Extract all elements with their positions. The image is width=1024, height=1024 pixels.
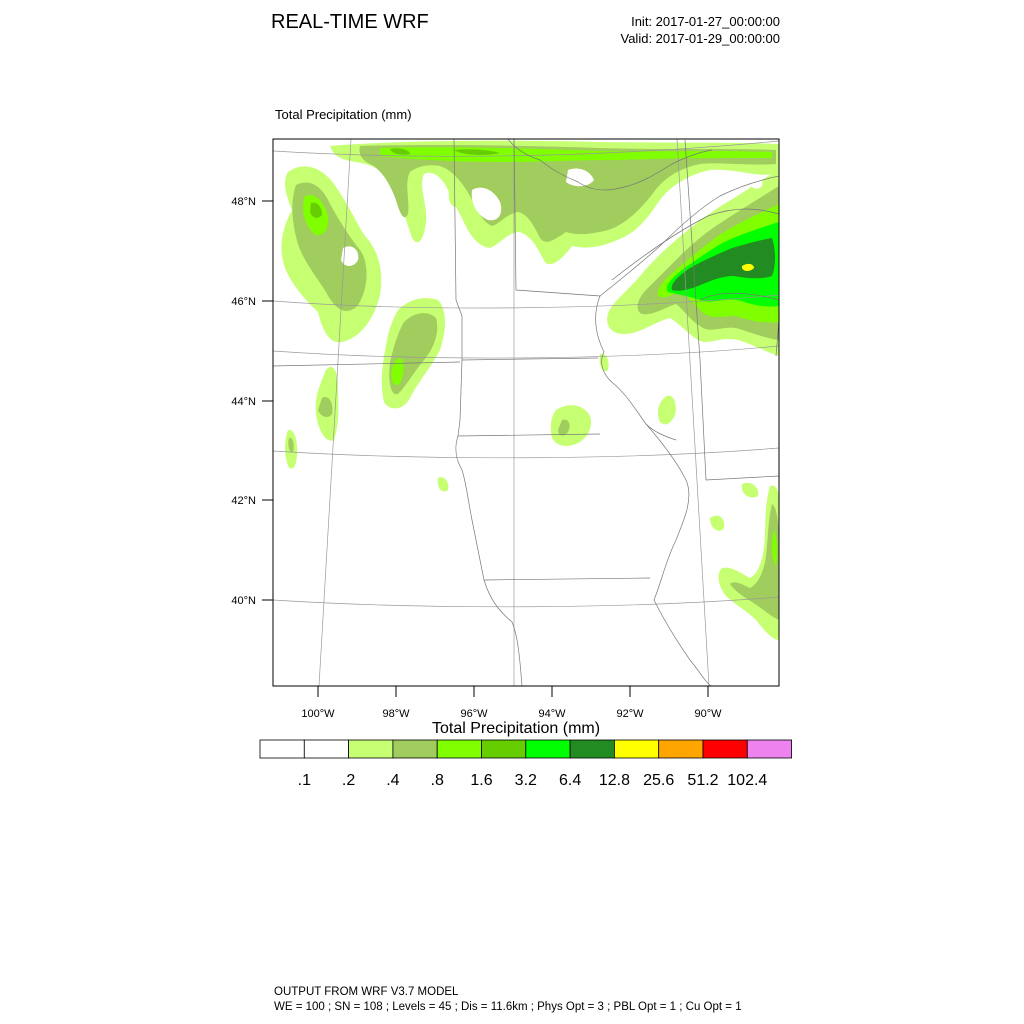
lon-label: 98°W <box>382 708 410 720</box>
lat-label: 40°N <box>231 595 256 607</box>
precip-area <box>730 504 779 620</box>
precip-area <box>454 149 500 155</box>
precip-area <box>390 148 410 155</box>
state-border <box>457 433 601 437</box>
colorbar-label: .1 <box>298 772 311 789</box>
colorbar-label: .4 <box>386 772 399 789</box>
legend-title: Total Precipitation (mm) <box>432 720 601 737</box>
precip-area <box>671 238 775 291</box>
state-border <box>461 357 599 361</box>
lon-ticks <box>317 686 709 697</box>
precip-fields <box>281 140 779 640</box>
state-border <box>599 175 779 297</box>
state-border <box>699 292 779 301</box>
colorbar-label: 25.6 <box>643 772 674 789</box>
colorbar-swatch <box>303 739 349 759</box>
colorbar-label: 102.4 <box>727 772 767 789</box>
state-border <box>645 423 713 686</box>
state-border <box>483 579 523 686</box>
state-border <box>611 208 779 281</box>
precip-area <box>742 263 754 271</box>
footer-config: WE = 100 ; SN = 108 ; Levels = 45 ; Dis … <box>274 1001 742 1013</box>
latitude-line <box>273 345 779 359</box>
lon-label: 94°W <box>538 708 566 720</box>
lat-label: 44°N <box>231 396 256 408</box>
precip-area <box>550 405 592 446</box>
longitude-line <box>318 139 352 686</box>
map-frame <box>272 138 780 687</box>
colorbar-swatch <box>525 739 571 759</box>
latitude-line <box>273 294 779 309</box>
state-border <box>453 139 463 437</box>
colorbar-swatch <box>569 739 615 759</box>
state-border <box>273 361 461 367</box>
lat-label: 48°N <box>231 196 256 208</box>
colorbar-swatch <box>481 739 527 759</box>
colorbar-label: 51.2 <box>687 772 718 789</box>
precip-area <box>741 482 759 498</box>
colorbar-label: .2 <box>342 772 355 789</box>
colorbar-swatch <box>259 739 305 759</box>
colorbar-swatch <box>348 739 394 759</box>
lat-ticks <box>262 200 273 601</box>
field-label: Total Precipitation (mm) <box>275 107 412 122</box>
precip-area <box>657 395 676 425</box>
latitude-line <box>273 447 779 459</box>
precip-area <box>771 530 778 566</box>
lon-labels: 100°W 98°W 96°W 94°W 92°W 90°W <box>301 708 722 720</box>
precip-hole <box>471 187 502 221</box>
plot-title: REAL-TIME WRF <box>271 11 429 33</box>
precip-area <box>437 477 449 492</box>
footer-model: OUTPUT FROM WRF V3.7 MODEL <box>274 986 459 998</box>
coastline <box>507 139 713 191</box>
state-border <box>684 139 779 481</box>
precip-hole <box>566 168 594 187</box>
colorbar-swatch <box>614 739 660 759</box>
colorbar-label: 1.6 <box>470 772 492 789</box>
colorbar-label: 12.8 <box>599 772 630 789</box>
state-border <box>513 139 677 441</box>
lon-label: 100°W <box>301 708 335 720</box>
precip-area <box>710 515 725 531</box>
precip-area <box>288 437 294 453</box>
precip-area <box>359 144 776 242</box>
precip-area <box>310 202 322 218</box>
colorbar-label: 6.4 <box>559 772 581 789</box>
lat-label: 42°N <box>231 495 256 507</box>
precip-area <box>558 419 570 436</box>
state-border <box>483 577 651 581</box>
lon-label: 90°W <box>694 708 722 720</box>
boundaries <box>273 139 779 686</box>
precip-area <box>318 396 333 417</box>
colorbar-swatch <box>702 739 748 759</box>
latitude-line <box>273 596 779 608</box>
colorbar-swatch <box>392 739 438 759</box>
colorbar-swatch <box>436 739 482 759</box>
precip-area <box>448 186 459 207</box>
lat-labels: 48°N 46°N 44°N 42°N 40°N <box>231 196 256 607</box>
precip-area <box>391 358 404 386</box>
init-time: Init: 2017-01-27_00:00:00 <box>631 14 780 29</box>
lon-label: 96°W <box>460 708 488 720</box>
colorbar-swatch <box>658 739 704 759</box>
valid-time: Valid: 2017-01-29_00:00:00 <box>620 31 781 46</box>
colorbar-label: 3.2 <box>515 772 537 789</box>
lon-label: 92°W <box>616 708 644 720</box>
colorbar: .1 .2 .4 .8 1.6 3.2 6.4 12.8 25.6 51.2 102.4 <box>259 739 792 789</box>
precip-hole <box>341 246 359 266</box>
colorbar-label: .8 <box>431 772 444 789</box>
colorbar-swatch <box>746 739 792 759</box>
lat-label: 46°N <box>231 296 256 308</box>
state-border <box>455 435 485 581</box>
